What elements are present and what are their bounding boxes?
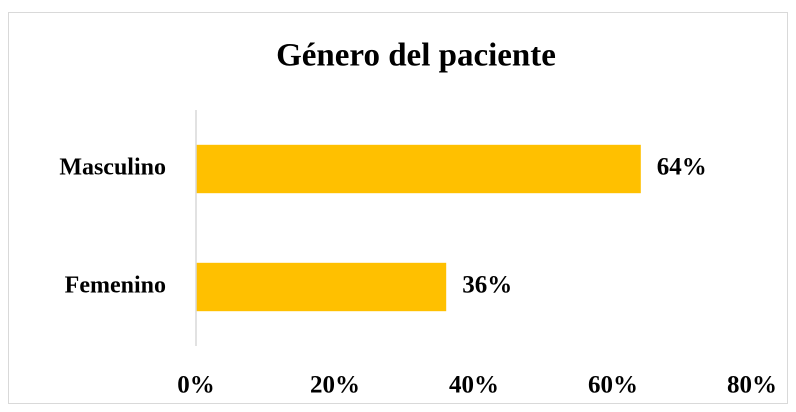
data-label: 36% <box>462 272 512 299</box>
x-tick-label: 80% <box>727 372 777 399</box>
category-label: Masculino <box>59 155 166 181</box>
x-tick-label: 20% <box>310 372 360 399</box>
x-tick-label: 40% <box>449 372 499 399</box>
x-tick-label: 0% <box>177 372 215 399</box>
chart-title: Género del paciente <box>276 38 556 74</box>
chart-border <box>8 12 788 404</box>
x-tick-label: 60% <box>588 372 638 399</box>
category-label: Femenino <box>65 273 166 299</box>
bar <box>196 144 641 194</box>
data-label: 64% <box>657 154 707 181</box>
bar <box>196 262 447 312</box>
